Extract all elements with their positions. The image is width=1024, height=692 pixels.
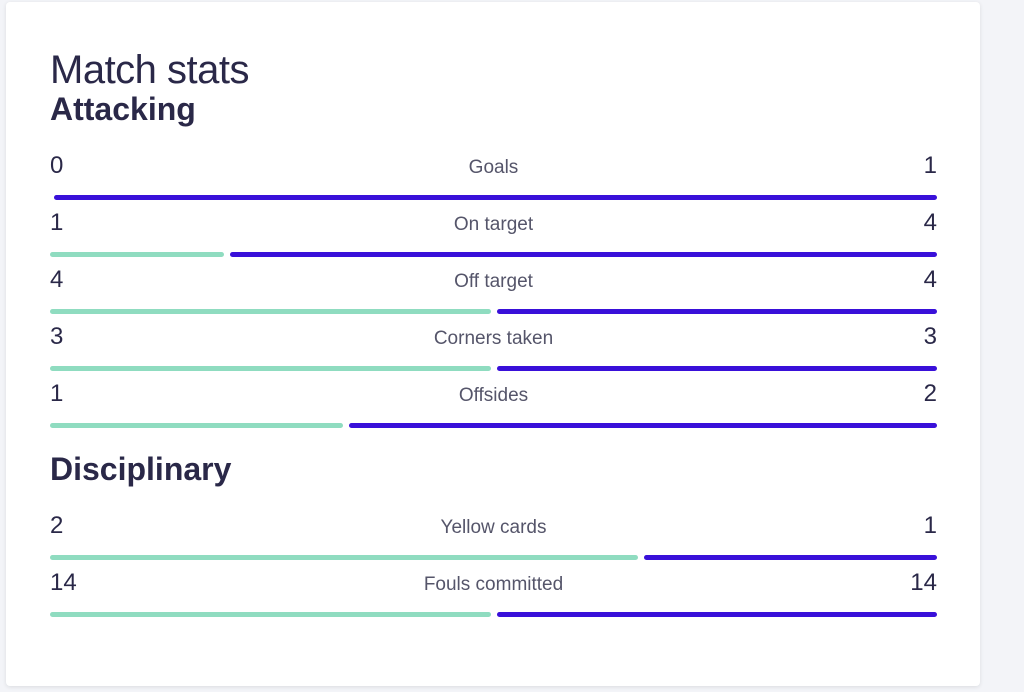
stat-label: On target: [453, 214, 534, 235]
stat-row: 1 On target 4: [50, 209, 937, 269]
page-title: Match stats: [50, 48, 250, 92]
away-bar: [644, 555, 937, 560]
home-value: 1: [50, 209, 64, 236]
home-value: 1: [50, 380, 64, 407]
away-bar: [496, 309, 937, 314]
away-bar: [54, 195, 937, 200]
away-value: 1: [923, 152, 937, 179]
stat-bar-track: [50, 195, 937, 200]
home-value: 2: [50, 512, 64, 539]
section-title-attacking: Attacking: [50, 91, 196, 127]
away-value: 1: [923, 512, 937, 539]
home-bar: [50, 252, 225, 257]
stat-bar-track: [50, 612, 937, 617]
home-value: 3: [50, 323, 64, 350]
home-bar: [50, 555, 639, 560]
stat-label: Goals: [468, 157, 519, 178]
home-value: 0: [50, 152, 64, 179]
stat-row: 3 Corners taken 3: [50, 323, 937, 383]
stat-bar-track: [50, 252, 937, 257]
stat-row: 4 Off target 4: [50, 266, 937, 326]
stat-bar-track: [50, 423, 937, 428]
stat-label: Corners taken: [433, 328, 554, 349]
stat-row: 2 Yellow cards 1: [50, 512, 937, 572]
away-value: 2: [923, 380, 937, 407]
stat-label: Yellow cards: [440, 517, 547, 538]
away-bar: [348, 423, 937, 428]
stat-bar-track: [50, 555, 937, 560]
away-bar: [496, 366, 937, 371]
home-value: 14: [50, 569, 77, 596]
stat-label: Offsides: [458, 385, 529, 406]
home-bar: [50, 612, 491, 617]
away-value: 14: [910, 569, 937, 596]
match-stats-card: Match stats Attacking 0 Goals 1 1 On target 4 4…: [6, 2, 980, 686]
away-value: 4: [923, 209, 937, 236]
stat-bar-track: [50, 309, 937, 314]
away-bar: [230, 252, 937, 257]
away-bar: [496, 612, 937, 617]
stat-row: 14 Fouls committed 14: [50, 569, 937, 629]
section-title-disciplinary: Disciplinary: [50, 451, 232, 487]
away-value: 3: [923, 323, 937, 350]
stat-row: 0 Goals 1: [50, 152, 937, 212]
stat-bar-track: [50, 366, 937, 371]
home-bar: [50, 309, 491, 314]
home-value: 4: [50, 266, 64, 293]
home-bar: [50, 366, 491, 371]
stat-row: 1 Offsides 2: [50, 380, 937, 440]
stat-label: Fouls committed: [423, 574, 564, 595]
home-bar: [50, 423, 343, 428]
stat-label: Off target: [454, 271, 533, 292]
away-value: 4: [923, 266, 937, 293]
